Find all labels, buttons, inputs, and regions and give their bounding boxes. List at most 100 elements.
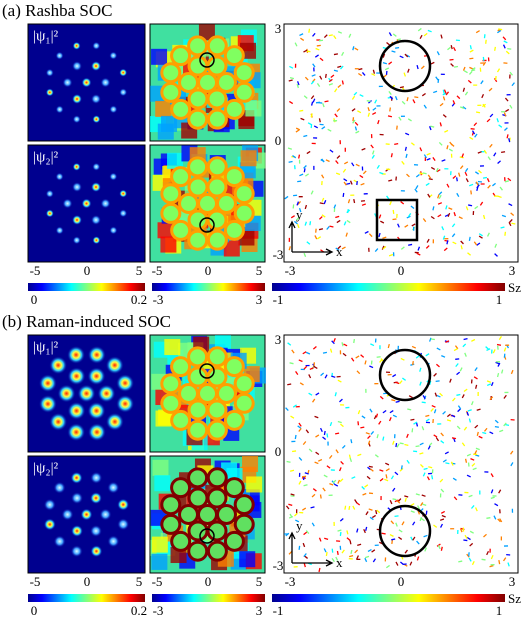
density-blob <box>119 69 127 77</box>
spin-arrow <box>422 402 426 403</box>
density-blob <box>88 346 106 364</box>
spin-arrow <box>377 357 381 358</box>
phase-vortex <box>189 489 207 507</box>
spin-arrow <box>400 87 404 88</box>
axis-y-label: y <box>296 207 303 222</box>
spin-arrow <box>360 427 364 428</box>
spin-arrow <box>393 499 397 500</box>
phase-vortex <box>235 515 253 533</box>
tick-label: 0 <box>398 574 405 589</box>
tick-label: 3 <box>509 574 516 589</box>
colorbar-max: 0.2 <box>131 292 147 307</box>
phase-vortex <box>225 411 243 429</box>
phase-vortex <box>189 110 207 128</box>
phase-vortex <box>225 100 243 118</box>
density-blob <box>72 94 82 104</box>
spin-arrow <box>319 568 320 572</box>
colorbar-min: -1 <box>273 603 284 618</box>
density-blob <box>73 115 81 123</box>
phase-patch <box>160 237 176 253</box>
phase-vortex <box>180 74 198 92</box>
phase-patch <box>239 551 255 567</box>
colorbar-label: Sz <box>508 591 521 606</box>
phase-vortex <box>172 168 190 186</box>
phase-panel <box>150 145 265 262</box>
phase-vortex <box>172 47 190 65</box>
phase-vortex <box>218 506 236 524</box>
phase-patch <box>245 100 261 116</box>
spin-arrow <box>320 203 324 204</box>
density-blob <box>101 199 111 209</box>
phase-vortex <box>208 421 226 439</box>
spin-arrow <box>295 435 296 439</box>
density-blob <box>88 402 106 420</box>
density-blob <box>119 88 127 96</box>
spin-arrow <box>396 401 400 402</box>
spin-arrow <box>290 363 294 364</box>
phase-vortex <box>235 394 253 412</box>
colorbar-max: 1 <box>496 603 503 618</box>
spin-arrow <box>349 455 350 459</box>
colorbar <box>272 283 505 291</box>
density-blob <box>71 525 83 537</box>
phase-vortex <box>162 515 180 533</box>
density-blob <box>92 163 100 171</box>
spin-arrow <box>319 40 323 41</box>
density-blob <box>119 190 127 198</box>
phase-vortex <box>225 221 243 239</box>
density-blob <box>82 199 92 209</box>
spin-arrow <box>486 518 490 519</box>
spin-arrow <box>324 431 325 435</box>
density-blob <box>71 472 83 484</box>
spin-arrow <box>495 427 499 428</box>
phase-vortex <box>172 221 190 239</box>
phase-vortex <box>218 74 236 92</box>
spin-arrow <box>393 210 394 214</box>
phase-vortex <box>208 178 226 196</box>
density-blob <box>56 226 64 234</box>
phase-vortex <box>208 110 226 128</box>
spin-arrow <box>334 54 338 55</box>
spin-arrow <box>309 29 310 33</box>
density-blob <box>78 385 96 403</box>
density-blob <box>98 385 116 403</box>
density-blob <box>46 209 54 217</box>
density-blob <box>73 236 81 244</box>
spin-arrow <box>304 168 305 172</box>
phase-vortex <box>189 522 207 540</box>
spin-arrow <box>507 49 511 50</box>
density-blob <box>72 61 82 71</box>
density-blob <box>46 190 54 198</box>
phase-vortex <box>199 506 217 524</box>
spin-arrow <box>412 428 413 432</box>
tick-label: -3 <box>273 247 284 262</box>
density-blob <box>54 535 66 547</box>
spin-arrow <box>498 29 502 30</box>
colorbar <box>28 594 145 602</box>
density-blob <box>81 509 93 521</box>
density-blob <box>106 413 124 431</box>
phase-vortex <box>162 204 180 222</box>
phase-vortex <box>162 394 180 412</box>
spin-arrow <box>445 463 449 464</box>
phase-vortex <box>189 401 207 419</box>
spin-arrow <box>400 443 404 444</box>
phase-vortex <box>189 158 207 176</box>
phase-vortex <box>235 375 253 393</box>
density-blob <box>90 492 102 504</box>
tick-label: 0 <box>205 263 212 278</box>
phase-patch <box>246 476 262 492</box>
spin-arrow <box>320 495 321 499</box>
colorbar-max: 3 <box>256 603 263 618</box>
density-blob <box>56 52 64 60</box>
spin-arrow <box>501 152 505 153</box>
density-blob <box>39 395 57 413</box>
spin-arrow <box>317 45 321 46</box>
phase-vortex <box>235 496 253 514</box>
spin-arrow <box>509 138 510 142</box>
spin-arrow <box>351 550 352 554</box>
phase-patch <box>152 460 168 476</box>
density-blob <box>92 42 100 50</box>
density-blob <box>67 346 85 364</box>
